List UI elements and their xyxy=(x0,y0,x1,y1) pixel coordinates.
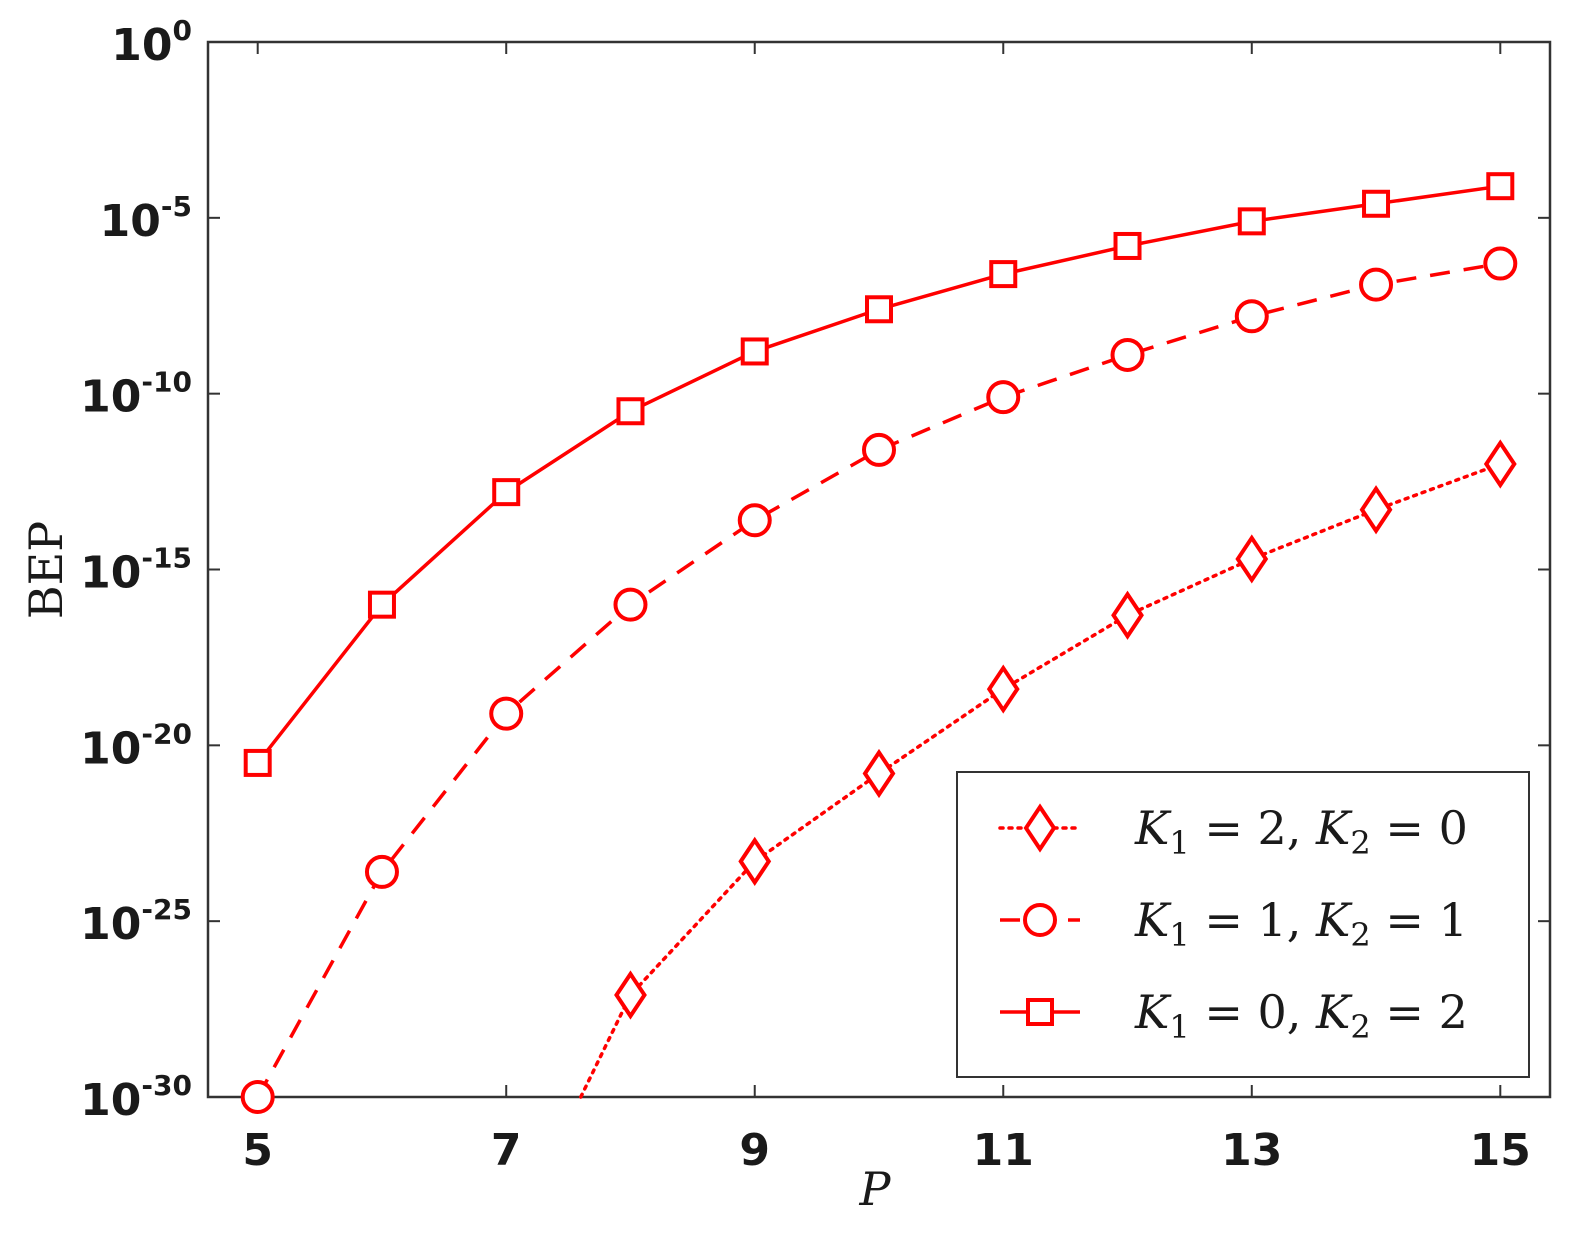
y-tick-label: 10-30 xyxy=(80,1069,192,1126)
data-point-circle xyxy=(240,1080,275,1114)
data-point-circle xyxy=(613,587,648,622)
series-square xyxy=(243,172,1515,777)
y-tick-label: 10-20 xyxy=(80,717,192,774)
data-point-diamond xyxy=(862,748,896,799)
series-line xyxy=(256,261,1501,1098)
legend-marker-circle xyxy=(1023,903,1057,937)
data-point-diamond xyxy=(1483,439,1517,489)
x-tick-label: 11 xyxy=(973,1125,1034,1176)
data-point-circle xyxy=(1110,337,1145,372)
x-tick-label: 9 xyxy=(739,1125,770,1176)
y-axis-label: BEP xyxy=(19,521,73,619)
data-point-circle xyxy=(737,503,772,538)
y-tick-label: 10-10 xyxy=(80,366,192,423)
data-point-square xyxy=(367,590,396,619)
data-point-square xyxy=(492,478,521,507)
data-point-square xyxy=(989,260,1018,289)
data-point-diamond xyxy=(1359,485,1393,535)
legend-marker-square xyxy=(1026,998,1054,1026)
x-tick-label: 13 xyxy=(1221,1125,1282,1176)
data-point-diamond xyxy=(1235,534,1269,584)
data-point-circle xyxy=(1483,246,1518,281)
series-diamond xyxy=(579,439,1517,1099)
y-tick-label: 10-5 xyxy=(100,190,192,247)
axis-ticks: 5 7 9 11 13 15 100 10-5 10-10 10-15 10-20 10-25 10-3… xyxy=(80,14,1550,1176)
series-layer xyxy=(240,172,1518,1114)
legend-label: K1 = 1, K2 = 1 xyxy=(1134,893,1468,954)
data-point-square xyxy=(243,748,272,777)
data-point-square xyxy=(1113,231,1142,260)
data-point-square xyxy=(740,337,769,366)
y-tick-label: 10-25 xyxy=(80,893,192,950)
legend-label: K1 = 2, K2 = 0 xyxy=(1134,801,1468,862)
legend-label: K1 = 0, K2 = 2 xyxy=(1134,985,1468,1046)
data-point-circle xyxy=(489,696,524,731)
data-point-circle xyxy=(364,854,399,889)
data-point-square xyxy=(865,295,893,324)
series-line xyxy=(256,184,1501,764)
data-point-circle xyxy=(862,432,896,467)
x-tick-label: 7 xyxy=(491,1125,522,1176)
x-axis-label: P xyxy=(859,1162,892,1216)
data-point-square xyxy=(616,397,645,426)
data-point-circle xyxy=(986,380,1021,415)
x-tick-label: 15 xyxy=(1470,1125,1531,1176)
data-point-diamond xyxy=(986,664,1020,714)
data-point-diamond xyxy=(738,836,772,886)
data-point-square xyxy=(1486,172,1515,201)
data-point-diamond xyxy=(614,970,647,1020)
data-point-circle xyxy=(1359,267,1394,302)
y-tick-label: 100 xyxy=(111,14,192,71)
data-point-square xyxy=(1237,207,1266,236)
data-point-square xyxy=(1362,189,1391,218)
legend-marker-diamond xyxy=(1023,803,1057,853)
y-tick-label: 10-15 xyxy=(80,542,192,599)
x-tick-label: 5 xyxy=(242,1125,273,1176)
data-point-circle xyxy=(1234,299,1269,334)
data-point-diamond xyxy=(1111,590,1144,640)
series-circle xyxy=(240,246,1518,1114)
legend: K1 = 2, K2 = 0 K1 = 1, K2 = 1 K1 = 0, K2 =… xyxy=(956,771,1530,1078)
